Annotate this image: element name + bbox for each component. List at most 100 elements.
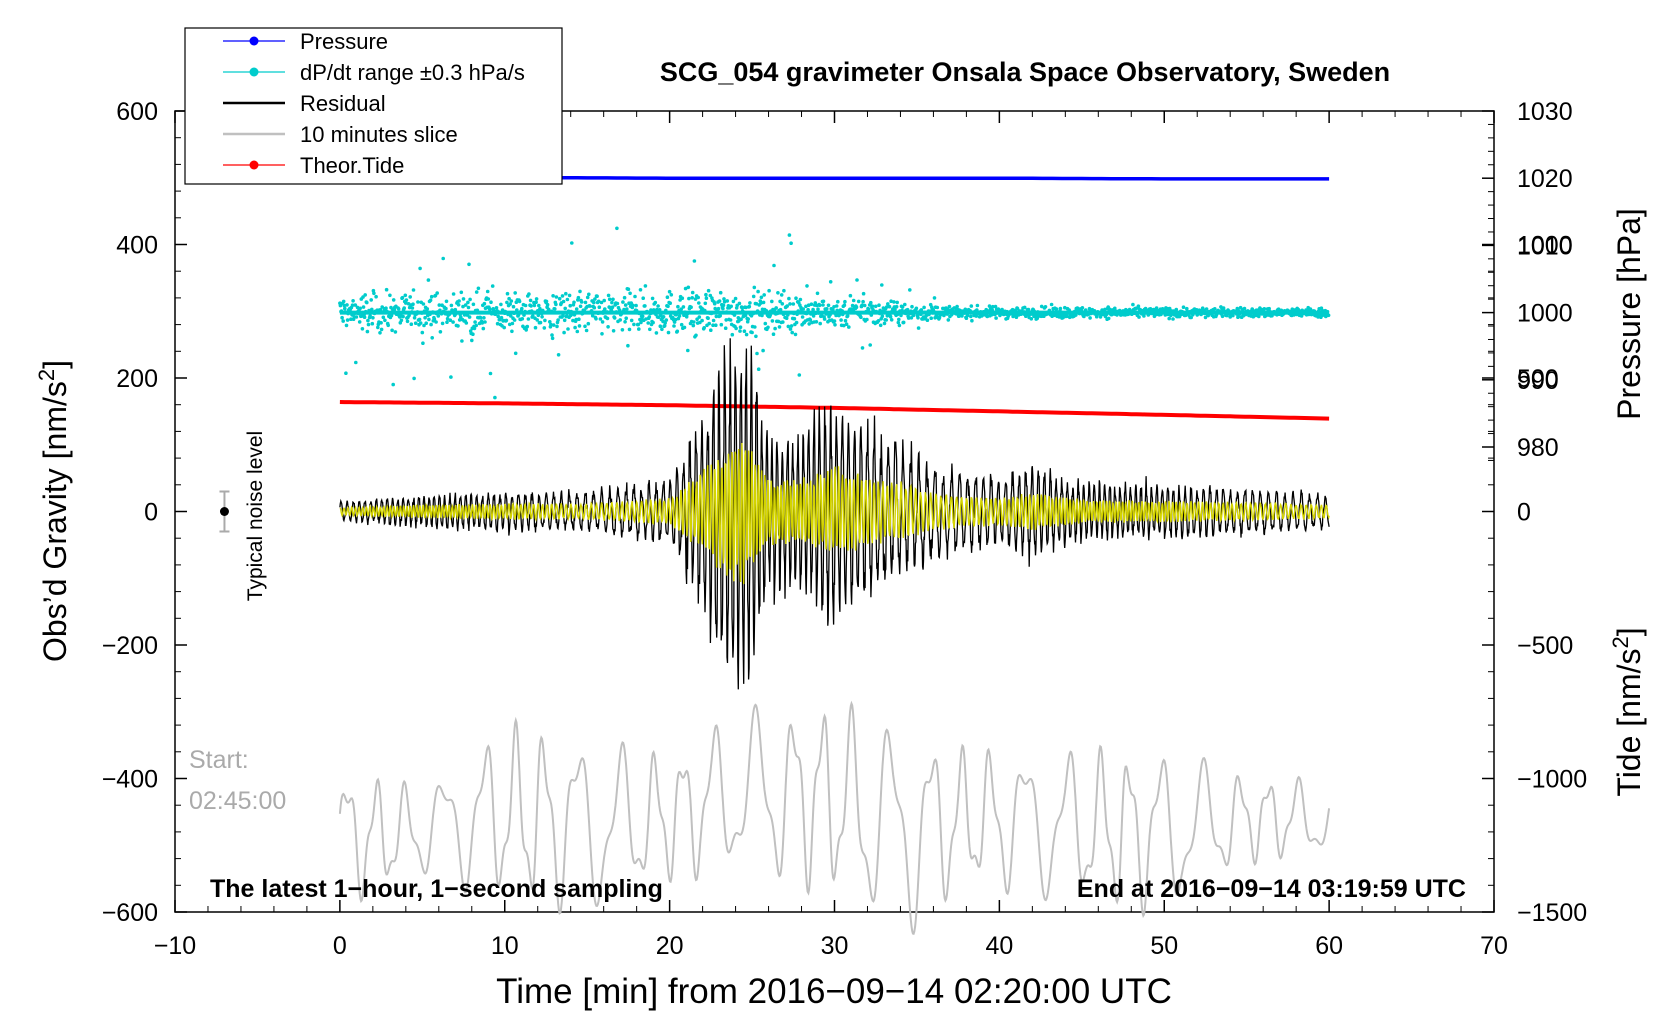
dpdt-point xyxy=(496,314,501,319)
dpdt-point xyxy=(737,301,742,306)
dpdt-point xyxy=(388,293,392,298)
dpdt-point xyxy=(577,324,582,328)
dpdt-point xyxy=(719,322,724,327)
dpdt-point xyxy=(794,320,799,325)
dpdt-point xyxy=(561,313,565,318)
dpdt-point xyxy=(759,295,764,300)
dpdt-point xyxy=(444,306,448,311)
dpdt-point xyxy=(623,320,627,324)
dpdt-point xyxy=(429,322,433,327)
dpdt-point xyxy=(662,323,667,328)
dpdt-point xyxy=(773,326,777,331)
dpdt-point xyxy=(697,315,702,319)
dpdt-point xyxy=(916,316,920,320)
dpdt-point xyxy=(932,296,937,300)
start-time: 02:45:00 xyxy=(189,787,286,815)
dpdt-point xyxy=(345,303,349,307)
dpdt-point xyxy=(370,307,374,312)
dpdt-point xyxy=(557,296,562,301)
legend-label: Theor.Tide xyxy=(300,153,404,178)
dpdt-point xyxy=(423,315,427,320)
dpdt-point xyxy=(418,266,422,271)
dpdt-point xyxy=(888,314,893,319)
dpdt-point xyxy=(771,332,776,337)
dpdt-point xyxy=(399,318,404,323)
dpdt-point xyxy=(647,315,652,319)
dpdt-point xyxy=(426,278,431,282)
dpdt-point xyxy=(821,299,826,304)
dpdt-point xyxy=(467,262,471,267)
dpdt-point xyxy=(612,316,617,320)
dpdt-point xyxy=(1220,314,1225,319)
dpdt-point xyxy=(476,286,481,291)
dpdt-point xyxy=(480,321,485,325)
legend-label: dP/dt range ±0.3 hPa/s xyxy=(300,60,525,85)
dpdt-point xyxy=(722,297,726,301)
dpdt-point xyxy=(366,322,371,327)
dpdt-point xyxy=(706,316,710,321)
dpdt-point xyxy=(1267,306,1271,311)
dpdt-point xyxy=(903,302,907,307)
dpdt-point xyxy=(383,318,387,323)
dpdt-point xyxy=(505,291,510,296)
dpdt-point xyxy=(345,318,350,322)
dpdt-point xyxy=(467,315,472,319)
dpdt-point xyxy=(457,299,461,303)
dpdt-point xyxy=(1058,306,1063,311)
dpdt-point xyxy=(606,325,610,329)
legend-label: Pressure xyxy=(300,29,388,54)
dpdt-point xyxy=(597,305,602,310)
dpdt-point xyxy=(809,302,814,307)
dpdt-point xyxy=(611,297,615,302)
y-tick-label-tide: −1500 xyxy=(1517,899,1587,927)
dpdt-point xyxy=(1065,314,1069,319)
dpdt-point xyxy=(342,303,347,308)
dpdt-point xyxy=(566,327,570,331)
dpdt-point xyxy=(341,319,346,323)
dpdt-point xyxy=(622,295,627,300)
dpdt-point xyxy=(504,318,509,323)
dpdt-point xyxy=(463,303,468,307)
dpdt-point xyxy=(797,373,802,377)
dpdt-point xyxy=(842,323,846,328)
dpdt-point xyxy=(781,320,785,324)
dpdt-point xyxy=(457,318,462,322)
dpdt-point xyxy=(596,299,601,304)
y-tick-label-pressure: 990 xyxy=(1517,367,1559,395)
dpdt-point xyxy=(800,315,805,319)
dpdt-point xyxy=(643,304,647,308)
x-tick-label: 50 xyxy=(1150,932,1178,960)
dpdt-point xyxy=(583,324,587,329)
dpdt-point xyxy=(486,297,491,301)
dpdt-point xyxy=(554,295,559,299)
dpdt-point xyxy=(843,318,848,323)
dpdt-point xyxy=(509,299,514,303)
x-tick-label: 0 xyxy=(333,932,347,960)
dpdt-point xyxy=(776,291,780,295)
dpdt-point xyxy=(449,303,454,308)
dpdt-point xyxy=(859,315,863,320)
dpdt-point xyxy=(897,323,902,328)
dpdt-point xyxy=(510,321,515,326)
dpdt-point xyxy=(374,294,378,299)
y-tick-label-left: 400 xyxy=(116,232,158,260)
dpdt-point xyxy=(946,318,951,322)
dpdt-point xyxy=(994,316,998,320)
dpdt-point xyxy=(436,314,441,318)
dpdt-point xyxy=(974,314,979,318)
dpdt-point xyxy=(667,289,672,294)
dpdt-point xyxy=(1106,316,1111,321)
dpdt-point xyxy=(686,348,690,353)
dpdt-point xyxy=(861,291,866,296)
y-tick-label-pressure: 1000 xyxy=(1517,300,1573,328)
dpdt-point xyxy=(787,296,791,301)
dpdt-point xyxy=(1262,307,1267,311)
dpdt-point xyxy=(763,321,768,326)
dpdt-point xyxy=(404,301,408,305)
dpdt-point xyxy=(754,334,758,339)
dpdt-point xyxy=(707,321,711,326)
dpdt-point xyxy=(421,341,425,346)
dpdt-point xyxy=(805,284,809,288)
dpdt-point xyxy=(344,323,349,328)
dpdt-point xyxy=(747,304,752,309)
